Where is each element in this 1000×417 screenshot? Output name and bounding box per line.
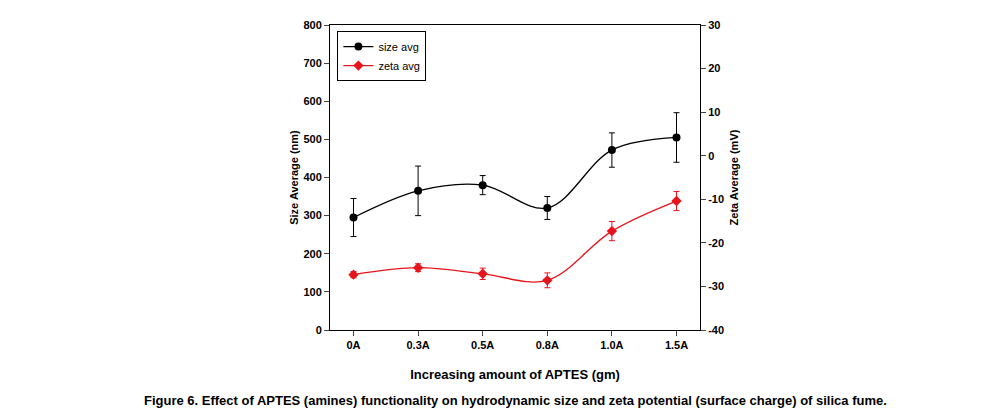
svg-text:100: 100: [303, 286, 321, 298]
svg-text:1.0A: 1.0A: [600, 339, 623, 351]
svg-text:300: 300: [303, 209, 321, 221]
svg-text:0: 0: [316, 324, 322, 336]
svg-text:0.8A: 0.8A: [536, 339, 559, 351]
svg-text:800: 800: [303, 19, 321, 31]
svg-text:200: 200: [303, 248, 321, 260]
svg-text:20: 20: [708, 62, 720, 74]
svg-text:Size Average (nm): Size Average (nm): [288, 130, 300, 225]
svg-text:zeta avg: zeta avg: [378, 60, 420, 72]
svg-text:700: 700: [303, 57, 321, 69]
svg-text:Increasing amount of APTES (gm: Increasing amount of APTES (gm): [410, 367, 620, 382]
svg-text:0A: 0A: [346, 339, 360, 351]
svg-text:-40: -40: [708, 324, 724, 336]
svg-text:0.5A: 0.5A: [471, 339, 494, 351]
svg-text:0: 0: [708, 150, 714, 162]
svg-text:-10: -10: [708, 193, 724, 205]
svg-text:400: 400: [303, 171, 321, 183]
svg-text:Zeta Average (mV): Zeta Average (mV): [728, 129, 740, 225]
svg-text:500: 500: [303, 133, 321, 145]
svg-text:Figure 6. Effect of APTES (ami: Figure 6. Effect of APTES (amines) funct…: [144, 393, 887, 408]
svg-text:0.3A: 0.3A: [406, 339, 429, 351]
svg-text:size avg: size avg: [378, 41, 418, 53]
svg-text:-30: -30: [708, 280, 724, 292]
svg-text:10: 10: [708, 106, 720, 118]
svg-text:1.5A: 1.5A: [665, 339, 688, 351]
svg-text:-20: -20: [708, 237, 724, 249]
svg-text:600: 600: [303, 95, 321, 107]
svg-text:30: 30: [708, 19, 720, 31]
